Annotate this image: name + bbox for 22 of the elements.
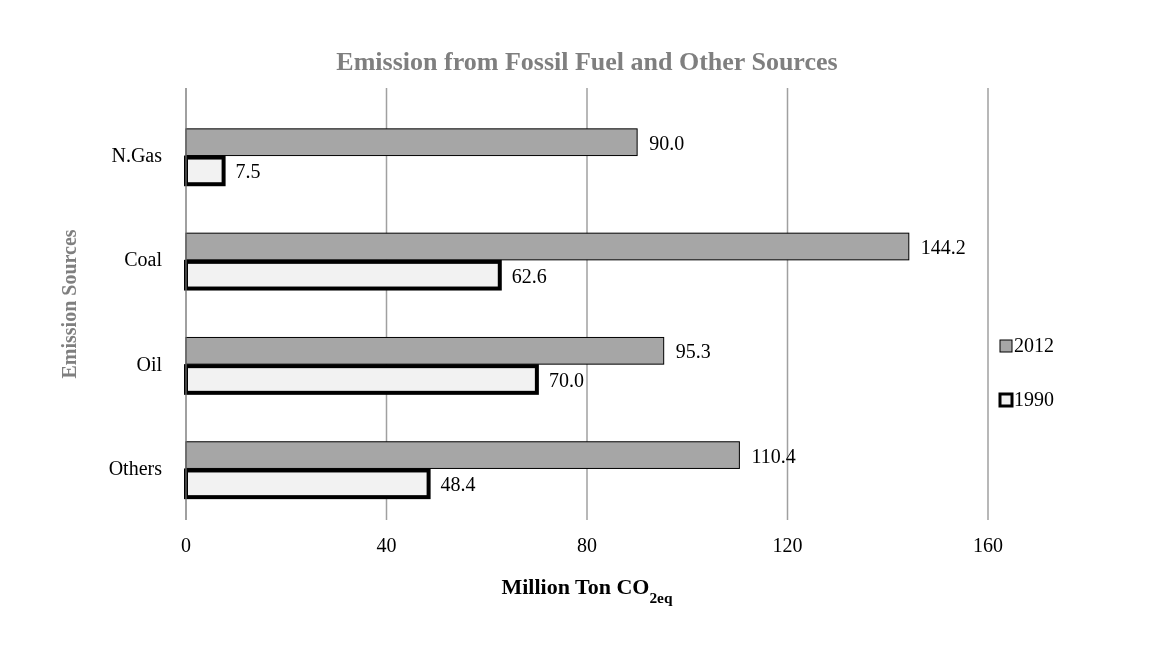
data-label: 110.4: [751, 444, 796, 467]
x-tick-label: 120: [772, 534, 803, 556]
data-label: 70.0: [548, 369, 584, 392]
y-tick-label: Coal: [124, 248, 163, 271]
legend-label: 1990: [1014, 387, 1054, 410]
chart-title: Emission from Fossil Fuel and Other Sources: [336, 47, 838, 76]
x-tick-label: 40: [376, 534, 397, 556]
legend-label: 2012: [1014, 333, 1054, 356]
data-label: 48.4: [440, 473, 476, 496]
data-label: 62.6: [511, 264, 547, 287]
x-tick-label: 160: [973, 534, 1003, 556]
data-label: 7.5: [235, 160, 261, 183]
x-tick-label: 0: [181, 534, 191, 556]
y-tick-label: Oil: [136, 352, 163, 375]
y-tick-label: N.Gas: [111, 144, 163, 167]
data-label: 90.0: [649, 131, 685, 154]
x-axis-title: Million Ton CO$_{2eq}$: [501, 574, 673, 606]
data-label: 95.3: [675, 340, 711, 363]
data-label: 144.2: [920, 236, 966, 259]
y-axis-title: Emission Sources: [58, 229, 80, 379]
x-tick-label: 80: [577, 534, 597, 556]
y-tick-label: Others: [108, 457, 163, 480]
